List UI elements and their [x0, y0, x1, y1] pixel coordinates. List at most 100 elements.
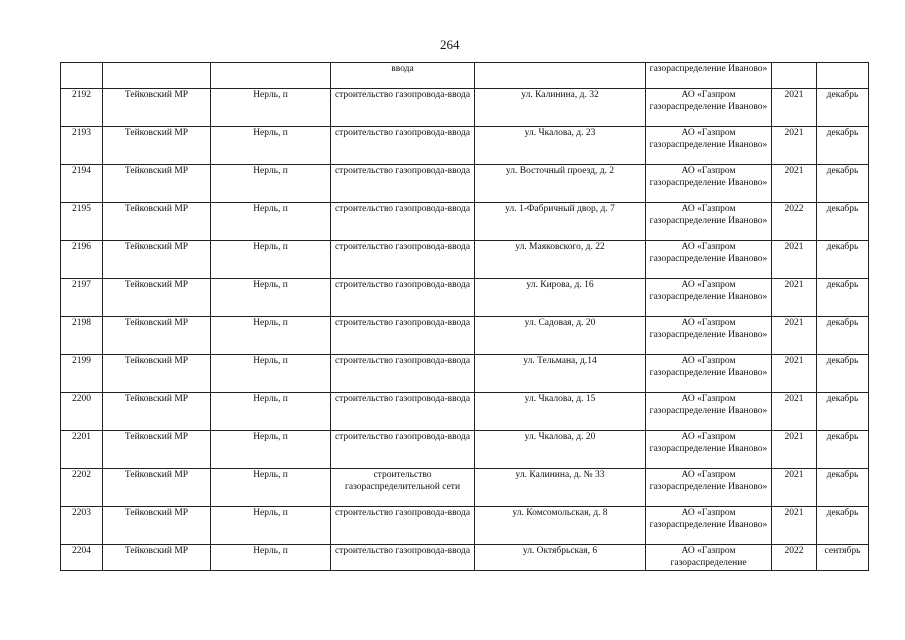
- month-cell: декабрь: [816, 316, 869, 355]
- address-cell: ул. Калинина, д. 32: [474, 88, 646, 127]
- address-cell: ул. 1-Фабричный двор, д. 7: [474, 202, 646, 241]
- work-cell: строительство газопровода-ввода: [330, 392, 475, 431]
- work-cell: строительство газопровода-ввода: [330, 164, 475, 203]
- table-row: 2192 Тейковский МР Нерль, п строительство г…: [60, 88, 869, 127]
- year-cell: 2021: [771, 126, 817, 165]
- contractor-cell: газораспределение Иваново»: [645, 62, 772, 89]
- contractor-cell: АО «Газпром газораспределение Иваново»: [645, 354, 772, 393]
- address-cell: ул. Чкалова, д. 15: [474, 392, 646, 431]
- year-cell: 2021: [771, 430, 817, 469]
- address-cell: ул. Чкалова, д. 20: [474, 430, 646, 469]
- number-cell: 2193: [60, 126, 103, 165]
- year-cell: 2021: [771, 506, 817, 545]
- month-cell: декабрь: [816, 392, 869, 431]
- table-row: 2201 Тейковский МР Нерль, п строительство г…: [60, 430, 869, 469]
- contractor-cell: АО «Газпром газораспределение Иваново»: [645, 506, 772, 545]
- year-cell: 2021: [771, 88, 817, 127]
- number-cell: 2201: [60, 430, 103, 469]
- district-cell: Тейковский МР: [102, 354, 211, 393]
- month-cell: декабрь: [816, 468, 869, 507]
- contractor-cell: АО «Газпром газораспределение Иваново»: [645, 278, 772, 317]
- settlement-cell: Нерль, п: [210, 278, 331, 317]
- work-cell: строительство газопровода-ввода: [330, 544, 475, 571]
- settlement-cell: Нерль, п: [210, 88, 331, 127]
- month-cell: декабрь: [816, 354, 869, 393]
- settlement-cell: Нерль, п: [210, 506, 331, 545]
- work-cell: строительство газопровода-ввода: [330, 88, 475, 127]
- number-cell: 2195: [60, 202, 103, 241]
- number-cell: 2204: [60, 544, 103, 571]
- table-row: 2203 Тейковский МР Нерль, п строительство г…: [60, 506, 869, 545]
- work-cell: строительство газораспределительной сети: [330, 468, 475, 507]
- settlement-cell: Нерль, п: [210, 544, 331, 571]
- page-number: 264: [440, 37, 460, 52]
- table-row: 2199 Тейковский МР Нерль, п строительство г…: [60, 354, 869, 393]
- work-cell: строительство газопровода-ввода: [330, 202, 475, 241]
- year-cell: 2022: [771, 544, 817, 571]
- month-cell: декабрь: [816, 88, 869, 127]
- year-cell: 2021: [771, 240, 817, 279]
- table-row: 2196 Тейковский МР Нерль, п строительство г…: [60, 240, 869, 279]
- year-cell: 2022: [771, 202, 817, 241]
- table-row: 2195 Тейковский МР Нерль, п строительство г…: [60, 202, 869, 241]
- month-cell: декабрь: [816, 240, 869, 279]
- table-row: 2194 Тейковский МР Нерль, п строительство г…: [60, 164, 869, 203]
- gasification-table: ввода газораспределение Иваново» 2192 Тей…: [60, 62, 869, 571]
- month-cell: сентябрь: [816, 544, 869, 571]
- work-cell: строительство газопровода-ввода: [330, 278, 475, 317]
- address-cell: ул. Чкалова, д. 23: [474, 126, 646, 165]
- number-cell: 2203: [60, 506, 103, 545]
- work-cell: строительство газопровода-ввода: [330, 506, 475, 545]
- number-cell: 2192: [60, 88, 103, 127]
- month-cell: декабрь: [816, 278, 869, 317]
- work-cell: строительство газопровода-ввода: [330, 354, 475, 393]
- month-cell: декабрь: [816, 506, 869, 545]
- work-cell: ввода: [330, 62, 475, 89]
- continuation-row: ввода газораспределение Иваново»: [60, 62, 869, 89]
- district-cell: Тейковский МР: [102, 126, 211, 165]
- number-cell: 2199: [60, 354, 103, 393]
- year-cell: 2021: [771, 468, 817, 507]
- settlement-cell: Нерль, п: [210, 430, 331, 469]
- district-cell: Тейковский МР: [102, 392, 211, 431]
- address-cell: ул. Октябрьская, 6: [474, 544, 646, 571]
- settlement-cell: Нерль, п: [210, 240, 331, 279]
- table-row: 2202 Тейковский МР Нерль, п строительство г…: [60, 468, 869, 507]
- table-row: 2204 Тейковский МР Нерль, п строительство г…: [60, 544, 869, 571]
- settlement-cell: Нерль, п: [210, 392, 331, 431]
- work-cell: строительство газопровода-ввода: [330, 240, 475, 279]
- settlement-cell: Нерль, п: [210, 126, 331, 165]
- settlement-cell: Нерль, п: [210, 354, 331, 393]
- number-cell: 2202: [60, 468, 103, 507]
- contractor-cell: АО «Газпром газораспределение Иваново»: [645, 430, 772, 469]
- district-cell: Тейковский МР: [102, 506, 211, 545]
- month-cell: декабрь: [816, 126, 869, 165]
- district-cell: Тейковский МР: [102, 202, 211, 241]
- contractor-cell: АО «Газпром газораспределение Иваново»: [645, 126, 772, 165]
- year-cell: 2021: [771, 316, 817, 355]
- year-cell: 2021: [771, 278, 817, 317]
- contractor-cell: АО «Газпром газораспределение Иваново»: [645, 316, 772, 355]
- contractor-cell: АО «Газпром газораспределение Иваново»: [645, 164, 772, 203]
- address-cell: ул. Маяковского, д. 22: [474, 240, 646, 279]
- address-cell: ул. Тельмана, д.14: [474, 354, 646, 393]
- address-cell: ул. Калинина, д. № 33: [474, 468, 646, 507]
- table-row: 2193 Тейковский МР Нерль, п строительство г…: [60, 126, 869, 165]
- district-cell: Тейковский МР: [102, 430, 211, 469]
- district-cell: Тейковский МР: [102, 316, 211, 355]
- district-cell: Тейковский МР: [102, 164, 211, 203]
- number-cell: 2196: [60, 240, 103, 279]
- work-cell: строительство газопровода-ввода: [330, 316, 475, 355]
- settlement-cell: Нерль, п: [210, 316, 331, 355]
- work-cell: строительство газопровода-ввода: [330, 430, 475, 469]
- address-cell: ул. Восточный проезд, д. 2: [474, 164, 646, 203]
- contractor-cell: АО «Газпром газораспределение Иваново»: [645, 88, 772, 127]
- number-cell: 2200: [60, 392, 103, 431]
- number-cell: 2194: [60, 164, 103, 203]
- table-row: 2197 Тейковский МР Нерль, п строительство г…: [60, 278, 869, 317]
- contractor-cell: АО «Газпром газораспределение Иваново»: [645, 202, 772, 241]
- district-cell: Тейковский МР: [102, 544, 211, 571]
- work-cell: строительство газопровода-ввода: [330, 126, 475, 165]
- number-cell: 2197: [60, 278, 103, 317]
- settlement-cell: Нерль, п: [210, 468, 331, 507]
